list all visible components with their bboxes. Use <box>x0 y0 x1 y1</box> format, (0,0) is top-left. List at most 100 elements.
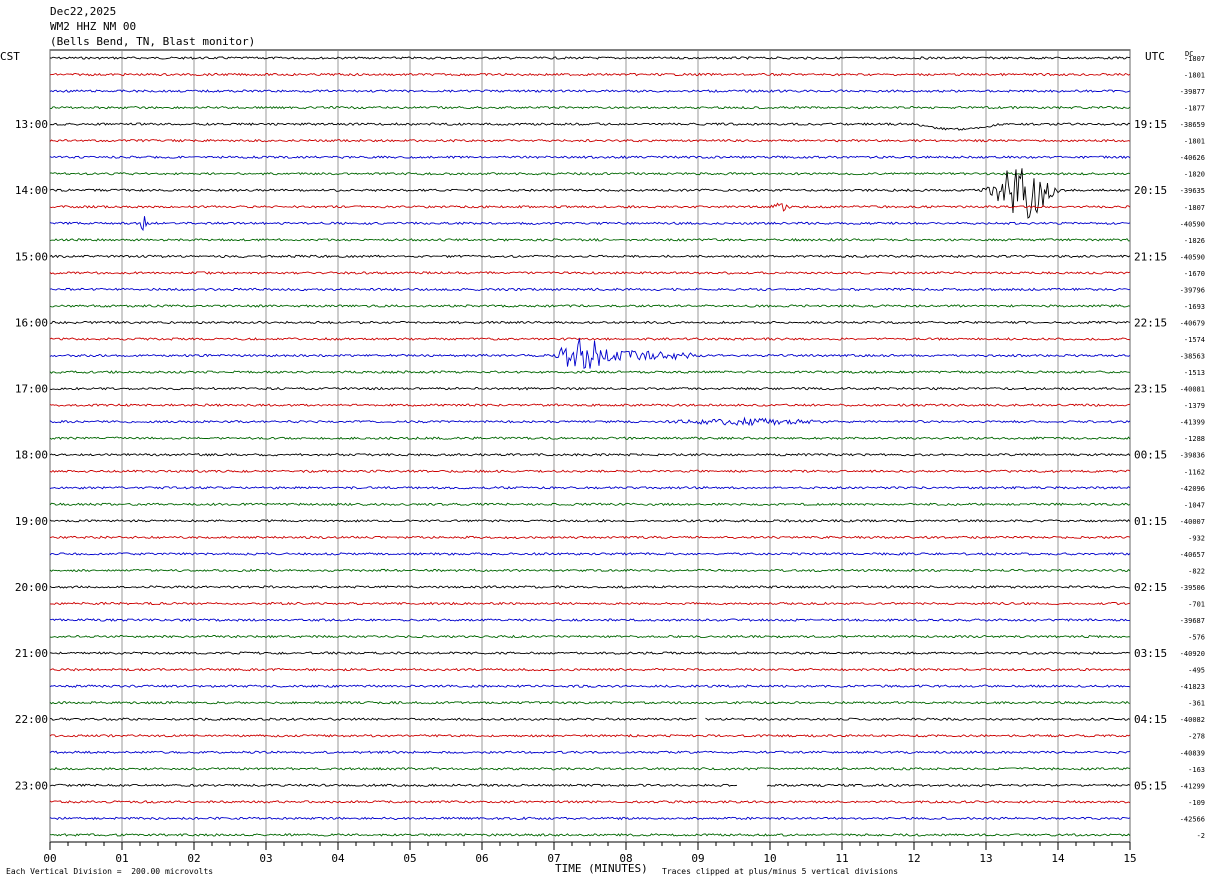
trace-line <box>49 338 1131 369</box>
utc-hour-label: 00:15 <box>1134 449 1167 462</box>
dc-offset-label: -163 <box>1188 766 1205 774</box>
dc-offset-label: -1826 <box>1184 237 1205 245</box>
trace-line <box>49 436 1131 441</box>
dc-offset-label: -1693 <box>1184 303 1205 311</box>
header-date: Dec22,2025 <box>50 5 117 18</box>
dc-offset-label: -822 <box>1188 567 1205 575</box>
dc-offset-label: -40082 <box>1180 716 1205 724</box>
trace-line <box>49 89 1131 93</box>
x-tick-label: 12 <box>907 852 920 865</box>
x-tick-label: 14 <box>1051 852 1065 865</box>
trace-line <box>49 452 1131 457</box>
trace-line <box>49 535 1131 540</box>
dc-offset-label: -1670 <box>1184 270 1205 278</box>
x-tick-label: 09 <box>691 852 704 865</box>
trace-line <box>49 634 1131 639</box>
dc-offset-label: -39836 <box>1180 452 1205 460</box>
x-tick-label: 10 <box>763 852 776 865</box>
x-tick-label: 00 <box>43 852 56 865</box>
dc-offset-label: -278 <box>1188 733 1205 741</box>
dc-offset-label: -40920 <box>1180 650 1205 658</box>
x-tick-label: 07 <box>547 852 560 865</box>
dc-offset-label: -1288 <box>1184 435 1205 443</box>
cst-hour-label: 17:00 <box>15 383 48 396</box>
trace-line <box>49 502 1131 507</box>
dc-offset-label: -40590 <box>1180 220 1205 228</box>
x-tick-label: 04 <box>331 852 345 865</box>
trace-line <box>49 766 1131 771</box>
trace-line <box>49 138 1131 143</box>
trace-line <box>49 485 1131 490</box>
utc-hour-label: 02:15 <box>1134 581 1167 594</box>
trace-line <box>49 202 1131 212</box>
dc-offset-label: -40839 <box>1180 749 1205 757</box>
trace-line <box>49 56 1131 60</box>
dc-offset-label: -38563 <box>1180 353 1205 361</box>
right-axis-label: UTC <box>1145 50 1165 63</box>
dc-offset-label: -1162 <box>1184 468 1205 476</box>
trace-line <box>49 469 1131 473</box>
cst-hour-label: 14:00 <box>15 184 48 197</box>
dc-offset-label: -1801 <box>1184 72 1205 80</box>
trace-line <box>49 585 1131 589</box>
trace-line <box>49 684 1131 688</box>
trace-line <box>49 155 1131 160</box>
x-tick-label: 05 <box>403 852 416 865</box>
trace-line <box>49 733 1131 738</box>
trace-line <box>49 651 1131 655</box>
dc-offset-label: -41299 <box>1180 782 1205 790</box>
dc-offset-label: -361 <box>1188 700 1205 708</box>
dc-offset-label: -1807 <box>1184 55 1205 63</box>
plot-frame <box>49 49 1131 843</box>
utc-hour-label: 05:15 <box>1134 779 1167 792</box>
cst-hour-label: 16:00 <box>15 316 48 329</box>
cst-hour-label: 20:00 <box>15 581 48 594</box>
x-tick-label: 06 <box>475 852 488 865</box>
dc-offset-label: -1513 <box>1184 369 1205 377</box>
trace-line <box>49 122 1131 131</box>
dc-label: DC <box>1185 50 1194 58</box>
dc-offset-label: -1801 <box>1184 138 1205 146</box>
trace-line <box>49 783 1131 788</box>
header-location: (Bells Bend, TN, Blast monitor) <box>50 35 256 48</box>
trace-line <box>49 370 1131 374</box>
utc-hour-label: 04:15 <box>1134 713 1167 726</box>
utc-hour-label: 19:15 <box>1134 118 1167 131</box>
trace-line <box>49 667 1131 672</box>
dc-offset-label: -39635 <box>1180 187 1205 195</box>
dc-offset-label: -40081 <box>1180 386 1205 394</box>
dc-offset-label: -39687 <box>1180 617 1205 625</box>
x-tick-label: 02 <box>187 852 200 865</box>
dc-offset-label: -1574 <box>1184 336 1205 344</box>
trace-line <box>49 271 1131 275</box>
dc-offset-label: -40626 <box>1180 154 1205 162</box>
trace-line <box>49 618 1131 622</box>
cst-hour-label: 19:00 <box>15 515 48 528</box>
trace-line <box>49 750 1131 755</box>
dc-offset-label: -576 <box>1188 634 1205 642</box>
trace-line <box>49 304 1131 308</box>
dc-offset-label: -39506 <box>1180 584 1205 592</box>
dc-offset-label: -42096 <box>1180 485 1205 493</box>
dc-offset-label: -40007 <box>1180 518 1205 526</box>
dc-offset-label: -39796 <box>1180 286 1205 294</box>
dc-offset-label: -41399 <box>1180 419 1205 427</box>
dc-offset-label: -40679 <box>1180 319 1205 327</box>
trace-line <box>49 216 1131 232</box>
utc-hour-label: 03:15 <box>1134 647 1167 660</box>
x-tick-label: 01 <box>115 852 128 865</box>
dc-offset-label: -40657 <box>1180 551 1205 559</box>
utc-hour-label: 20:15 <box>1134 184 1167 197</box>
trace-line <box>49 237 1131 242</box>
trace-line <box>49 416 1131 427</box>
clip-note: Traces clipped at plus/minus 5 vertical … <box>662 867 899 876</box>
dc-offset-label: -2 <box>1197 832 1205 840</box>
dc-offset-label: -1047 <box>1184 501 1205 509</box>
dc-offset-label: -1820 <box>1184 171 1205 179</box>
dc-offset-label: -932 <box>1188 534 1205 542</box>
trace-line <box>50 105 1131 110</box>
x-tick-label: 03 <box>259 852 272 865</box>
trace-line <box>49 337 1131 341</box>
utc-hour-label: 01:15 <box>1134 515 1167 528</box>
